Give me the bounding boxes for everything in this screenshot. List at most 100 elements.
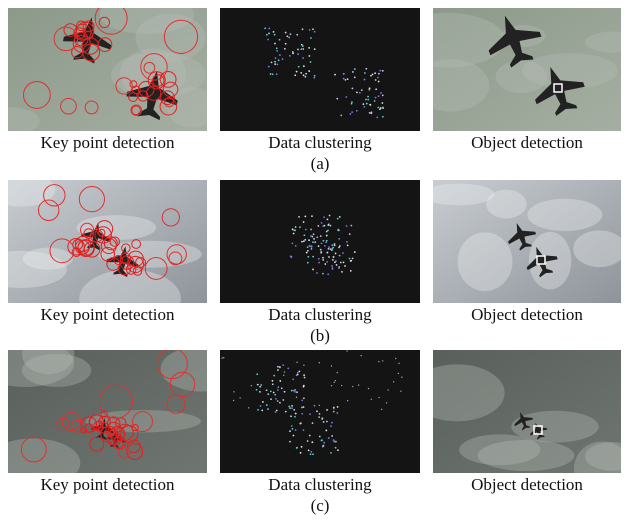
cluster-point (367, 99, 369, 101)
cluster-point (361, 89, 363, 91)
cluster-point (266, 389, 268, 391)
cluster-point (344, 79, 346, 81)
panel-image (8, 180, 207, 303)
cluster-point (276, 47, 278, 49)
cluster-point (279, 39, 281, 41)
cluster-point (279, 54, 281, 56)
cluster-point (223, 357, 224, 358)
cluster-point (274, 61, 276, 63)
cluster-point (289, 407, 291, 409)
cluster-point (343, 73, 345, 75)
cluster-point (274, 63, 276, 65)
cluster-point (335, 253, 337, 255)
cluster-point (300, 72, 302, 74)
cluster-point (260, 405, 262, 407)
cluster-point (267, 408, 269, 410)
cluster-point (400, 390, 401, 391)
panel-caption: Object detection (423, 133, 628, 153)
cluster-point (314, 241, 316, 243)
cluster-point (322, 273, 324, 275)
cluster-point (302, 48, 304, 50)
cluster-point (298, 66, 300, 68)
cluster-point (382, 94, 384, 96)
cluster-point (346, 350, 347, 351)
cluster-point (328, 246, 330, 248)
cluster-point (336, 98, 338, 100)
cluster-point (327, 273, 329, 275)
cluster-point (364, 79, 366, 81)
cluster-point (329, 215, 331, 217)
cluster-point (322, 257, 324, 259)
cluster-point (303, 240, 305, 242)
cluster-point (374, 100, 376, 102)
cluster-point (284, 391, 286, 393)
panel-image (220, 180, 420, 303)
cluster-point (262, 401, 264, 403)
cluster-point (339, 216, 341, 218)
cluster-point (378, 73, 380, 75)
cluster-point (302, 28, 304, 30)
cluster-point (290, 255, 292, 257)
cluster-point (333, 411, 335, 413)
cluster-point (296, 447, 298, 449)
cluster-point (305, 73, 307, 75)
cluster-point (312, 422, 314, 424)
cluster-point (370, 75, 372, 77)
cluster-point (332, 247, 334, 249)
cluster-point (331, 267, 333, 269)
cluster-point (398, 373, 399, 374)
cluster-point (336, 412, 338, 414)
cluster-point (314, 75, 316, 77)
cluster-point (272, 73, 274, 75)
cluster-point (284, 371, 285, 372)
cluster-point (351, 103, 353, 105)
cluster-point (303, 234, 305, 236)
cluster-point (368, 388, 369, 389)
cluster-point (278, 59, 280, 61)
cluster-point (299, 226, 301, 228)
cluster-point (304, 216, 306, 218)
cluster-point (307, 246, 309, 248)
cluster-point (345, 96, 347, 98)
cluster-point (294, 391, 296, 393)
cluster-point (310, 453, 312, 455)
cluster-point (352, 71, 354, 73)
cluster-point (276, 73, 278, 75)
cluster-point (350, 270, 352, 272)
cluster-point (279, 366, 281, 368)
cluster-point (285, 411, 287, 413)
cluster-point (312, 256, 314, 258)
cluster-point (293, 233, 295, 235)
cluster-point (310, 61, 312, 63)
panel-caption: Data clustering (210, 133, 430, 153)
cluster-point (309, 435, 311, 437)
cluster-point (314, 31, 316, 33)
cluster-point (328, 248, 330, 250)
cluster-point (312, 269, 314, 271)
cluster-point (338, 238, 340, 240)
cluster-point (330, 425, 332, 427)
cluster-point (291, 242, 293, 244)
cluster-point (356, 91, 358, 93)
cluster-point (377, 77, 379, 79)
cluster-point (303, 397, 305, 399)
cluster-point (285, 43, 287, 45)
cluster-point (279, 402, 281, 404)
panel-caption: Key point detection (0, 133, 217, 153)
cluster-point (295, 245, 297, 247)
cluster-point (294, 389, 296, 391)
cluster-point (302, 45, 304, 47)
cluster-point (343, 262, 345, 264)
cluster-point (333, 256, 335, 258)
cluster-point (288, 36, 290, 38)
cluster-point (316, 272, 318, 274)
cluster-point (352, 386, 353, 387)
cluster-point (277, 389, 279, 391)
cluster-point (301, 446, 303, 448)
cluster-point (323, 442, 325, 444)
panel-image (433, 180, 621, 303)
cluster-point (276, 410, 278, 412)
cluster-point (294, 416, 296, 418)
cluster-point (301, 407, 303, 409)
cluster-point (256, 389, 258, 391)
